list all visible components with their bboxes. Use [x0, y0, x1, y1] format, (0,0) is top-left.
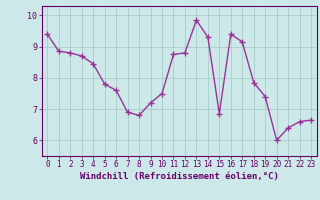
- X-axis label: Windchill (Refroidissement éolien,°C): Windchill (Refroidissement éolien,°C): [80, 172, 279, 181]
